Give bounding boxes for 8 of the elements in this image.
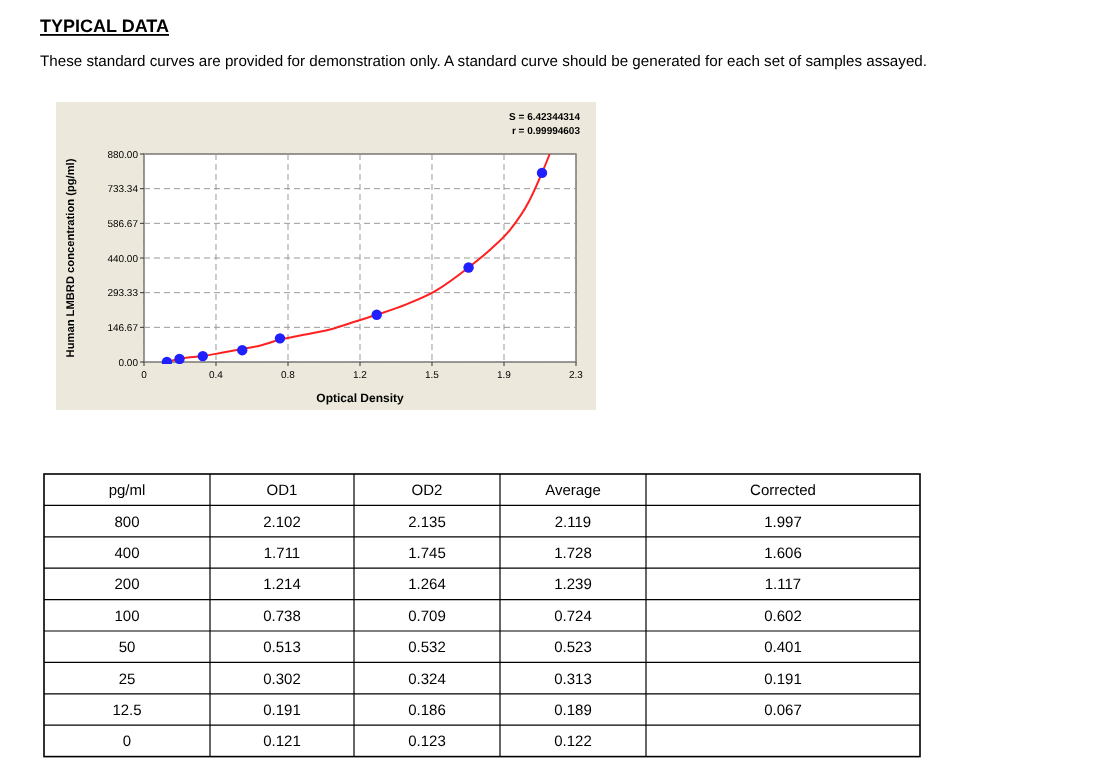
point: [274, 333, 286, 344]
point: [174, 353, 185, 364]
point: [536, 167, 548, 179]
point: [197, 350, 208, 362]
point: [237, 344, 248, 356]
point: [371, 309, 382, 320]
point: [463, 262, 474, 273]
chart-title: TYPICAL DATA: [40, 16, 170, 36]
